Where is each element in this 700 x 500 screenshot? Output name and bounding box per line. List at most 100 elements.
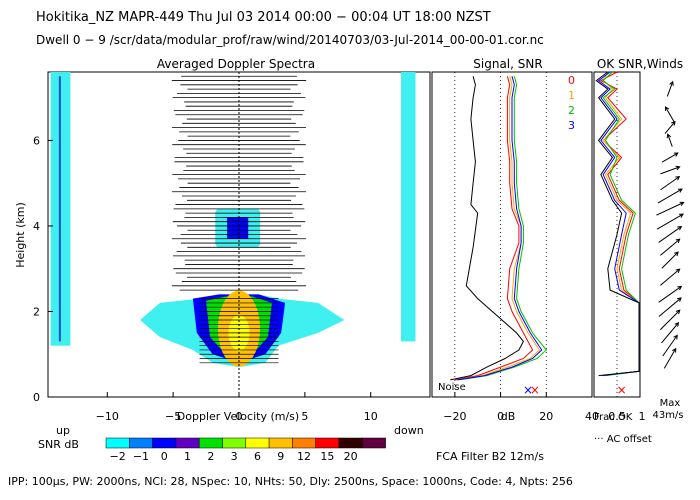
cloud-core — [227, 217, 249, 239]
colorbar-swatch — [362, 437, 386, 449]
y-tick-label: 0 — [33, 391, 40, 404]
max-speed-label: 43m/s — [652, 410, 683, 421]
frac-ok-label: Frac OK — [594, 412, 633, 423]
doppler-xlabel: Doppler Velocity (m/s) — [177, 410, 299, 423]
doppler-title: Averaged Doppler Spectra — [157, 57, 315, 71]
wind-barb — [661, 251, 679, 269]
colorbar-tick-label: −2 — [110, 450, 126, 463]
series-0 — [454, 76, 534, 381]
doppler-ylabel: Height (km) — [14, 202, 27, 268]
max-label: Max — [660, 398, 681, 409]
x-tick-label: 5 — [301, 410, 308, 423]
wind-barb — [659, 309, 681, 331]
down-label: down — [394, 424, 424, 437]
x-tick-label: −5 — [165, 410, 181, 423]
wind-barb — [660, 176, 680, 191]
wind-barb-head — [675, 268, 681, 274]
wind-barb-head — [677, 225, 683, 231]
wind-barb — [658, 297, 682, 317]
wind-barb — [658, 286, 682, 303]
wind-barb — [656, 213, 684, 230]
ok-title: OK SNR,Winds — [597, 57, 683, 71]
wind-barb-head — [672, 347, 677, 353]
wind-barb-head — [671, 120, 676, 126]
wind-barb — [666, 81, 674, 97]
legend-0: 0 — [568, 74, 575, 87]
colorbar-swatch — [198, 437, 223, 449]
wind-barb — [660, 166, 680, 175]
colorbar-swatch — [129, 437, 153, 449]
wind-barb — [667, 134, 673, 147]
y-tick-label: 6 — [33, 134, 40, 147]
legend-3: 3 — [568, 119, 575, 132]
wind-barb-head — [677, 297, 682, 302]
colorbar-swatch — [175, 437, 200, 449]
series-2 — [459, 76, 547, 381]
wind-barb-head — [677, 285, 683, 291]
colorbar-tick-label: 15 — [320, 450, 334, 463]
x-tick-label: 10 — [364, 410, 378, 423]
series-Signal — [450, 76, 524, 381]
x-tick-label: 1 — [639, 410, 646, 423]
colorbar-swatch — [292, 437, 316, 449]
colorbar-tick-label: 6 — [254, 450, 261, 463]
colorbar-swatch — [268, 437, 293, 449]
wind-barb-head — [664, 106, 670, 111]
colorbar-swatch — [222, 437, 247, 449]
x-tick-label: 0 — [236, 410, 243, 423]
wind-barb-head — [674, 321, 680, 327]
snr-db-label: SNR dB — [38, 438, 79, 451]
wind-barb — [660, 268, 680, 286]
right-side-band — [401, 72, 416, 342]
wind-barb-head — [669, 80, 674, 86]
wind-barb-head — [673, 152, 679, 157]
signal-title: Signal, SNR — [473, 57, 542, 71]
colorbar-tick-label: 1 — [184, 450, 191, 463]
x-tick-label: −10 — [96, 410, 119, 423]
wind-barb-head — [675, 165, 681, 171]
colorbar-swatch — [245, 437, 270, 449]
series-3 — [457, 76, 543, 381]
wind-barb-head — [679, 201, 685, 207]
fca-label: FCA Filter B2 12m/s — [436, 450, 544, 463]
x-marker: × — [523, 383, 533, 397]
colorbar-tick-label: 20 — [344, 450, 358, 463]
wind-barb-head — [678, 213, 684, 218]
x-tick-label: −20 — [443, 410, 466, 423]
footer-params: IPP: 100μs, PW: 2000ns, NCI: 28, NSpec: … — [8, 475, 573, 488]
wind-barb-head — [673, 334, 678, 340]
signal-xlabel: dB — [501, 410, 516, 423]
colorbar-swatch — [338, 437, 363, 449]
colorbar-tick-label: 12 — [297, 450, 311, 463]
colorbar-tick-label: −1 — [133, 450, 149, 463]
wind-barb — [664, 121, 676, 134]
wind-barb — [665, 106, 675, 123]
legend-1: 1 — [568, 89, 575, 102]
legend-2: 2 — [568, 104, 575, 117]
wind-barb-head — [675, 238, 681, 244]
wind-barb — [656, 202, 684, 216]
wind-barb — [657, 188, 683, 204]
x-tick-label: 40 — [585, 410, 599, 423]
wind-barb-head — [674, 251, 679, 257]
colorbar-tick-label: 0 — [161, 450, 168, 463]
x-tick-label: 0.5 — [608, 410, 626, 423]
y-tick-label: 4 — [33, 220, 40, 233]
ok-series-Frac OK — [595, 71, 640, 377]
colorbar-swatch — [105, 437, 130, 449]
y-tick-label: 2 — [33, 305, 40, 318]
wind-barb — [661, 152, 679, 163]
up-label: up — [56, 424, 70, 437]
x-tick-label: 20 — [539, 410, 553, 423]
ac-offset-label: ··· AC offset — [594, 434, 652, 445]
wind-barb-head — [675, 309, 681, 315]
wind-barb — [661, 322, 679, 344]
wind-barb-head — [677, 188, 683, 193]
ok-series-2 — [602, 71, 640, 377]
colorbar-tick-label: 2 — [207, 450, 214, 463]
signal-panel-frame — [431, 71, 593, 398]
colorbar-tick-label: 3 — [231, 450, 238, 463]
wind-barb — [658, 226, 682, 243]
colorbar-swatch — [315, 437, 340, 449]
